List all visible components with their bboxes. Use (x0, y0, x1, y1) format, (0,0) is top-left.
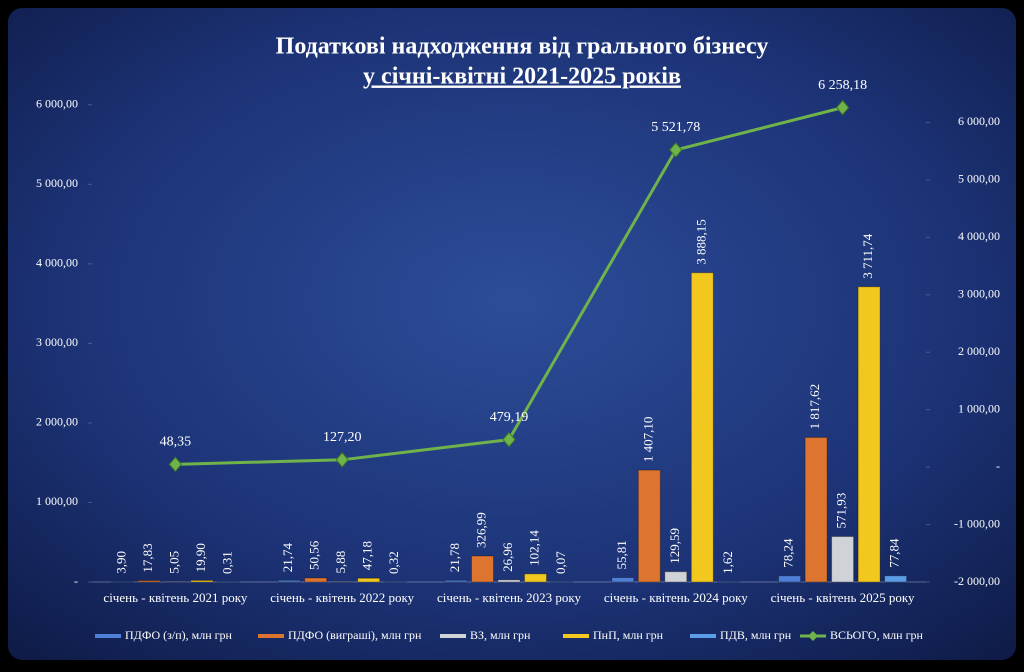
value-label: 5 521,78 (651, 120, 700, 135)
y2-tick-label: 4 000,00 (958, 229, 1000, 243)
chart-title: Податкові надходження від грального бізн… (276, 34, 769, 60)
bar (190, 579, 214, 583)
y2-tick-label: 3 000,00 (958, 287, 1000, 301)
y2-tick-label: 6 000,00 (958, 114, 1000, 128)
value-label: 5,05 (166, 551, 181, 574)
bar (383, 581, 407, 583)
bar (357, 577, 381, 583)
bar (216, 581, 240, 583)
bar (884, 575, 908, 583)
legend-label: ВСЬОГО, млн грн (830, 628, 923, 642)
legend-swatch (808, 631, 818, 641)
line-marker (669, 142, 683, 158)
legend-label: ПнП, млн грн (593, 628, 664, 642)
value-label: 5,88 (333, 551, 348, 574)
legend-swatch (563, 634, 589, 638)
x-tick-label: січень - квітень 2023 року (437, 590, 581, 605)
y2-tick-label: 5 000,00 (958, 172, 1000, 186)
value-label: 3 888,15 (693, 219, 708, 265)
line-marker (335, 452, 349, 468)
y2-tick-label: - (996, 459, 1000, 473)
value-label: 1 407,10 (640, 417, 655, 463)
bar (664, 571, 688, 583)
y2-tick-label: 2 000,00 (958, 344, 1000, 358)
value-label: 17,83 (140, 543, 155, 572)
bar (804, 436, 828, 583)
background (8, 8, 1016, 660)
line-marker (502, 431, 516, 448)
x-tick-label: січень - квітень 2024 року (604, 590, 748, 605)
value-label: 78,24 (781, 538, 796, 568)
legend-label: ПДФО (виграші), млн грн (288, 628, 422, 642)
value-label: 77,84 (887, 538, 902, 568)
value-label: 21,78 (447, 543, 462, 572)
bar (137, 580, 161, 583)
y-tick-label: - (74, 574, 78, 588)
line-marker (835, 99, 850, 116)
x-tick-label: січень - квітень 2021 року (103, 590, 247, 605)
y-tick-label: 6 000,00 (36, 97, 78, 111)
value-label: 26,96 (500, 542, 515, 572)
value-label: 48,35 (160, 435, 192, 450)
legend-label: ПДФО (з/п), млн грн (125, 628, 233, 642)
value-label: 127,20 (323, 430, 362, 445)
line-marker (168, 456, 183, 473)
bar (304, 577, 328, 583)
value-label: 326,99 (473, 512, 488, 548)
x-tick-label: січень - квітень 2022 року (270, 590, 414, 605)
value-label: 102,14 (526, 530, 541, 566)
value-label: 0,07 (553, 551, 568, 574)
legend-swatch (95, 634, 121, 638)
value-label: 0,32 (386, 551, 401, 574)
bar (857, 286, 881, 583)
value-label: 55,81 (614, 540, 629, 569)
bar (550, 581, 574, 583)
y-tick-label: 4 000,00 (36, 256, 78, 270)
bar (778, 575, 802, 583)
value-label: 50,56 (307, 540, 322, 570)
bar (690, 272, 714, 583)
legend-swatch (690, 634, 716, 638)
y2-tick-label: -1 000,00 (954, 516, 1000, 530)
value-label: 0,31 (219, 551, 234, 574)
bar (524, 573, 547, 583)
bar (497, 579, 521, 583)
value-label: 571,93 (834, 493, 849, 529)
value-label: 1,62 (720, 551, 735, 574)
value-label: 479,19 (490, 410, 529, 425)
value-label: 21,74 (280, 543, 295, 573)
bar (444, 579, 468, 583)
y-tick-label: 1 000,00 (36, 494, 78, 508)
legend-label: ПДВ, млн грн (720, 628, 792, 642)
legend-swatch (258, 634, 284, 638)
y-tick-label: 3 000,00 (36, 335, 78, 349)
x-tick-label: січень - квітень 2025 року (771, 590, 915, 605)
value-label: 3 711,74 (860, 233, 875, 279)
bar (163, 581, 187, 583)
legend-label: ВЗ, млн грн (470, 628, 531, 642)
bar (831, 536, 855, 583)
value-label: 129,59 (667, 528, 682, 564)
bar (717, 581, 741, 583)
bar (110, 581, 134, 583)
y-tick-label: 5 000,00 (36, 176, 78, 190)
bar (330, 581, 354, 583)
chart-subtitle: у січні-квітні 2021-2025 років (363, 64, 681, 90)
value-label: 1 817,62 (807, 384, 822, 430)
bar (637, 469, 661, 583)
legend-swatch (440, 634, 466, 638)
value-label: 47,18 (360, 541, 375, 570)
value-label: 3,90 (113, 551, 128, 574)
bar (611, 577, 635, 583)
bar (471, 555, 494, 583)
value-label: 6 258,18 (818, 78, 867, 93)
y2-tick-label: 1 000,00 (958, 401, 1000, 415)
y2-tick-label: -2 000,00 (954, 574, 1000, 588)
value-label: 19,90 (193, 543, 208, 572)
bar (277, 579, 301, 583)
y-tick-label: 2 000,00 (36, 415, 78, 429)
